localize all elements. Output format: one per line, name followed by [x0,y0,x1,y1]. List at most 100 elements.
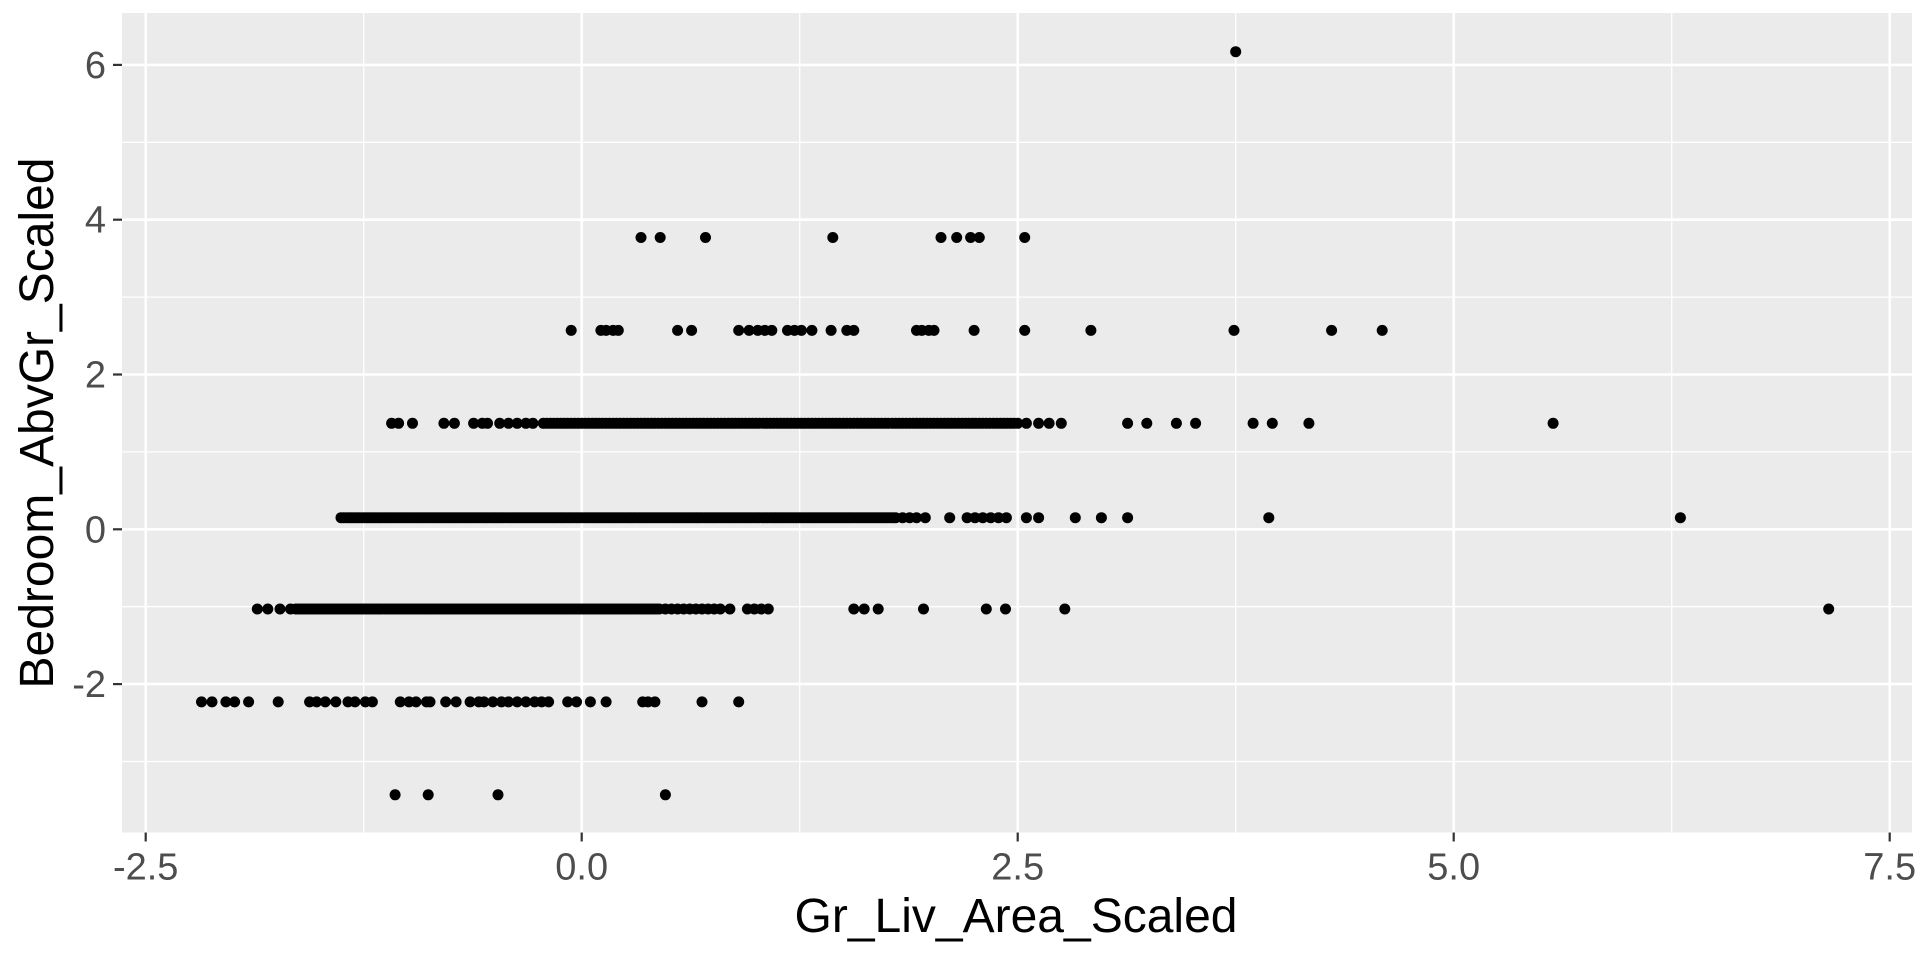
data-point [1000,603,1011,615]
data-point [1230,46,1242,58]
data-point [827,232,839,243]
data-point [1266,417,1278,429]
data-point [330,696,342,708]
data-point [985,512,997,524]
data-point [965,232,977,243]
data-point [1012,417,1024,429]
x-axis-title-text: Gr_Liv_Area_Scaled [794,890,1238,943]
data-point [1033,512,1045,524]
data-point [1033,417,1045,429]
data-point [872,603,884,615]
data-point [1122,512,1134,524]
data-point [1141,417,1153,429]
data-point [1020,417,1032,429]
data-point [1122,417,1134,429]
data-point [274,603,286,615]
x-tick-label: 5.0 [1427,847,1480,889]
data-point [562,696,574,708]
data-point [1020,512,1032,524]
data-point [1069,512,1081,524]
data-point [1547,417,1559,429]
data-point [1326,324,1338,336]
data-point [1823,603,1835,615]
data-point [511,696,523,708]
data-point [1303,417,1315,429]
data-point [422,789,434,801]
data-point [825,324,837,336]
data-point [440,696,452,708]
data-point [206,696,218,708]
data-point [659,789,671,801]
data-point [951,232,963,243]
data-point [243,696,255,708]
data-point [977,512,989,524]
data-point [968,324,980,336]
data-point [724,603,736,615]
data-points [196,46,1835,801]
data-point [1228,324,1240,336]
data-point [1000,512,1012,524]
data-point [714,603,726,615]
data-point [980,603,992,615]
data-point [700,232,711,243]
data-point [196,696,207,708]
data-point [973,232,985,243]
data-point [389,789,401,801]
y-tick-label: 2 [85,355,106,397]
data-point [1674,512,1686,524]
data-point [696,696,708,708]
data-point [1043,417,1055,429]
data-point [612,324,624,336]
data-point [848,324,860,336]
data-point [487,696,499,708]
data-point [584,696,596,708]
data-point [571,696,582,708]
data-point [911,512,922,524]
data-point [520,696,532,708]
data-point [762,603,774,615]
data-point [961,512,973,524]
data-point [511,417,523,429]
data-point [272,696,284,708]
data-point [766,324,778,336]
data-point [482,417,493,429]
x-tick-label: 2.5 [991,847,1044,889]
data-point [848,603,860,615]
data-point [1247,417,1259,429]
data-point [448,417,460,429]
data-point [1019,324,1031,336]
data-point [366,696,378,708]
x-tick-label: 7.5 [1863,847,1916,889]
y-tick-label: 0 [85,509,106,551]
data-point [407,417,418,429]
data-point [410,696,422,708]
y-tick-label: 6 [85,45,106,87]
data-point [635,232,647,243]
data-point [944,512,956,524]
data-point [918,603,929,615]
axis-tick-marks [113,63,1891,842]
data-point [311,696,323,708]
data-point [919,512,931,524]
data-point [743,324,755,336]
data-point [1059,603,1071,615]
data-point [424,696,436,708]
data-point [993,512,1004,524]
y-tick-label: -2 [72,664,106,706]
data-point [251,603,263,615]
data-point [478,696,490,708]
data-point [733,696,745,708]
data-point [1170,417,1182,429]
data-point [468,417,480,429]
data-point [795,324,807,336]
data-point [928,324,940,336]
data-point [1263,512,1275,524]
data-point [220,696,232,708]
data-point [503,417,514,429]
data-point [733,324,745,336]
data-point [649,696,661,708]
data-point [464,696,476,708]
y-tick-label: 4 [85,200,106,242]
data-point [1019,232,1031,243]
